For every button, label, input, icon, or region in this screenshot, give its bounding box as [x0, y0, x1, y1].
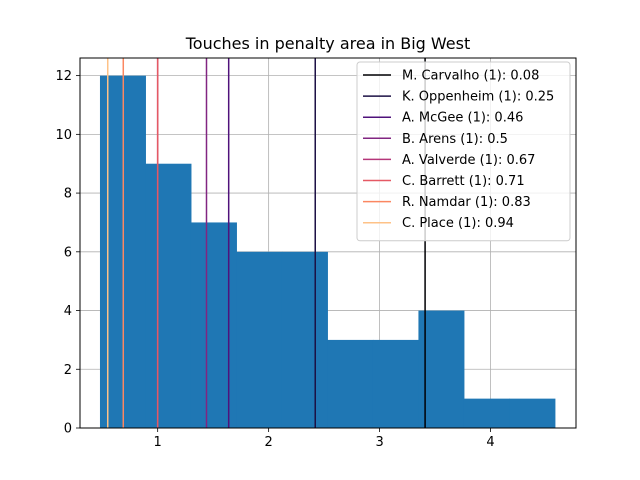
y-tick-label-4: 8	[64, 187, 72, 202]
y-tick-label-3: 6	[64, 245, 72, 260]
histogram-bar-5	[327, 339, 374, 428]
plot-frame	[79, 57, 577, 429]
legend-label-1: K. Oppenheim (1): 0.25	[402, 90, 554, 105]
histogram-bar-7	[418, 310, 465, 428]
y-tick-label-2: 4	[64, 304, 72, 319]
legend-label-4: A. Valverde (1): 0.67	[402, 153, 535, 168]
chart-title: Touches in penalty area in Big West	[185, 34, 471, 53]
y-tick-label-5: 10	[55, 128, 72, 143]
histogram-bar-4	[281, 251, 328, 428]
y-axis-ticks: 0 2 4 6 8 10 12	[55, 69, 80, 437]
x-axis-ticks: 1 2 3 4	[154, 428, 495, 450]
legend-label-2: A. McGee (1): 0.46	[402, 111, 523, 126]
legend-label-3: B. Arens (1): 0.5	[402, 132, 508, 147]
reference-lines	[106, 58, 426, 428]
x-tick-label-3: 4	[486, 435, 494, 450]
legend-label-6: R. Namdar (1): 0.83	[402, 195, 531, 210]
legend-label-7: C. Place (1): 0.94	[402, 216, 514, 231]
y-tick-label-1: 2	[64, 363, 72, 378]
histogram-bar-8	[463, 398, 510, 428]
legend-label-5: C. Barrett (1): 0.71	[402, 174, 525, 189]
histogram-bar-2	[190, 222, 237, 428]
histogram-bar-3	[236, 251, 283, 428]
x-tick-label-2: 3	[375, 435, 383, 450]
legend-box	[356, 61, 571, 242]
legend-label-0: M. Carvalho (1): 0.08	[402, 69, 539, 84]
histogram-bar-9	[509, 398, 556, 428]
x-tick-label-0: 1	[154, 435, 162, 450]
histogram-bar-6	[372, 339, 419, 428]
y-tick-label-6: 12	[55, 69, 72, 84]
y-tick-label-0: 0	[64, 422, 72, 437]
x-tick-label-1: 2	[264, 435, 272, 450]
legend: M. Carvalho (1): 0.08 K. Oppenheim (1): 0…	[356, 61, 571, 242]
histogram-bar-1	[145, 163, 192, 428]
